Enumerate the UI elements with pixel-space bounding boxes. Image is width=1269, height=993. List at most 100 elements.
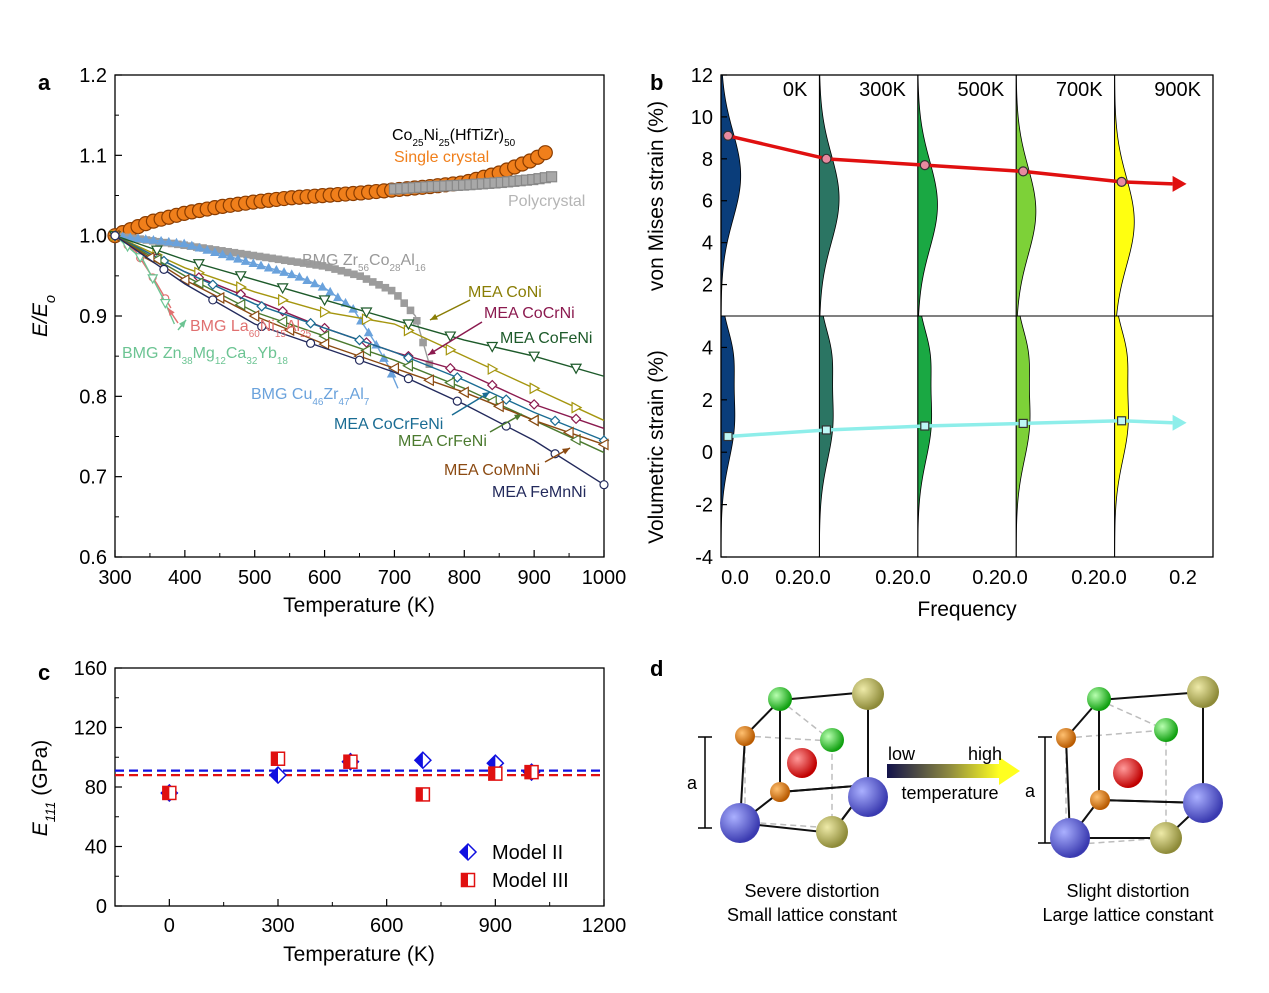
- point-bmg_cu: [225, 251, 236, 261]
- point-bmg_zr: [375, 281, 383, 289]
- annotation-label: BMG Zr56Co28Al16: [302, 252, 426, 274]
- point-bmg_cu: [279, 267, 289, 276]
- point-bmg_zr: [362, 275, 371, 283]
- annotation-label: MEA CoCrNi: [484, 305, 575, 322]
- point-bmg_cu: [133, 233, 143, 242]
- point-mea_femnni: [306, 338, 316, 348]
- panel-d-letter: d: [650, 656, 663, 681]
- a-ytick-label: 0.9: [79, 306, 107, 328]
- atom-red-center: [1113, 758, 1143, 788]
- temperature-label: 300K: [859, 79, 906, 101]
- point-mea_comnni: [597, 438, 609, 451]
- atom-blue: [848, 777, 888, 817]
- c-xtick-label: 900: [479, 915, 512, 937]
- b-xtick-label: 0.2: [1169, 567, 1197, 589]
- b-ytick-label: 10: [691, 107, 713, 129]
- vol-mean-point: [1018, 418, 1028, 429]
- point-mea_cocrni: [570, 413, 582, 425]
- a-xtick-label: 300: [98, 567, 131, 589]
- panel-c-xlabel: Temperature (K): [283, 943, 435, 966]
- annotation-label: BMG La60Ni15Al25: [190, 318, 312, 340]
- point-mea_cocrfeni: [354, 334, 365, 346]
- point-bmg_zr: [243, 250, 251, 259]
- annotation-label: Single crystal: [394, 149, 489, 166]
- b-ytick-label: 0: [702, 442, 713, 464]
- point-mea_coni: [487, 363, 499, 376]
- point-mea_comnni: [388, 362, 400, 375]
- point-mea_comnni: [213, 291, 225, 304]
- point-mea_cofeni: [234, 271, 247, 283]
- panel-b-xlabel: Frequency: [917, 598, 1017, 621]
- point-bmg_zr: [287, 257, 295, 265]
- atom-green: [1154, 718, 1178, 742]
- temperature-label: 0K: [783, 79, 808, 101]
- temperature-label: 900K: [1154, 79, 1201, 101]
- point-mea_cocrfeni: [207, 279, 219, 291]
- annotation-arrowhead: [430, 313, 438, 320]
- point-bmg_cu: [333, 292, 343, 302]
- point-mea_cocrfeni: [403, 352, 414, 364]
- vm-distribution-0K: [720, 74, 742, 317]
- b-xtick-label: 0.20.0: [775, 567, 831, 589]
- point-mea_comnni: [492, 400, 504, 413]
- annotation-arrowhead: [482, 392, 490, 399]
- point-bmg_zr: [368, 278, 377, 286]
- a-ytick-label: 1.1: [79, 145, 107, 167]
- vm-mean-point: [821, 153, 832, 164]
- panel-c-ylabel: E111 (GPa): [29, 740, 58, 837]
- b-xtick-label: 0.0: [721, 567, 749, 589]
- point-bmg_cu: [233, 253, 243, 263]
- c-xtick-label: 1200: [582, 915, 627, 937]
- point-bmg_zr: [255, 252, 264, 261]
- temperature-label: 500K: [957, 79, 1004, 101]
- point-bmg_cu: [363, 327, 374, 337]
- point-mea_comnni: [527, 414, 539, 427]
- point-mea_cofeni: [402, 319, 415, 331]
- c-ytick-label: 40: [85, 837, 107, 859]
- point-mea_coni: [319, 305, 331, 319]
- atom-blue: [1050, 818, 1090, 858]
- point-bmg_cu: [325, 286, 335, 296]
- gradient-high-label: high: [968, 744, 1002, 764]
- point-mea_femnni: [110, 231, 120, 241]
- point-mea_femnni: [159, 264, 169, 275]
- vol-mean-point: [920, 421, 930, 431]
- left-caption-line1: Severe distortion: [744, 881, 879, 901]
- point-bmg_zr: [230, 248, 239, 257]
- atom-orange: [1056, 728, 1076, 748]
- vol-distribution-900K: [1114, 315, 1129, 558]
- vm-mean-point: [722, 130, 734, 141]
- point-mea_cofeni: [360, 307, 373, 319]
- lattice-slight-distortion: a: [1025, 676, 1223, 858]
- vol-distribution-700K: [1015, 315, 1031, 558]
- point-bmg_cu: [202, 245, 213, 254]
- point-bmg_cu: [148, 235, 159, 244]
- left-caption-line2: Small lattice constant: [727, 905, 897, 925]
- point-mea_crfeni: [444, 376, 455, 389]
- point-mea_cofeni: [570, 363, 583, 375]
- point-bmg_zr: [293, 258, 302, 266]
- point-mea_comnni: [283, 324, 295, 337]
- a-ytick-label: 1.0: [79, 226, 107, 248]
- panel-a-xlabel: Temperature (K): [283, 594, 435, 617]
- point-mea_femnni: [257, 321, 267, 332]
- point-mea_femnni: [452, 396, 462, 406]
- point-mea_cofeni: [528, 351, 541, 363]
- point-mea_comnni: [562, 426, 574, 439]
- annotation-label: Polycrystal: [508, 193, 585, 210]
- point-poly: [546, 171, 558, 183]
- point-mea_crfeni: [234, 298, 246, 311]
- series-mea_femnni: [110, 231, 609, 490]
- annotation-label: MEA CoNi: [468, 284, 542, 301]
- annotation-arrow: [451, 391, 491, 416]
- point-model2-fill: [414, 752, 423, 769]
- a-ytick-label: 1.2: [79, 65, 107, 87]
- lattice-right-a-label: a: [1025, 781, 1036, 801]
- temperature-label: 700K: [1056, 79, 1103, 101]
- point-mea_crfeni: [318, 330, 330, 343]
- point-bmg_cu: [271, 264, 282, 274]
- atom-red-center: [787, 748, 817, 778]
- b-xtick-label: 0.20.0: [1071, 567, 1127, 589]
- c-xtick-label: 0: [164, 915, 175, 937]
- lattice-left-a-label: a: [687, 773, 698, 793]
